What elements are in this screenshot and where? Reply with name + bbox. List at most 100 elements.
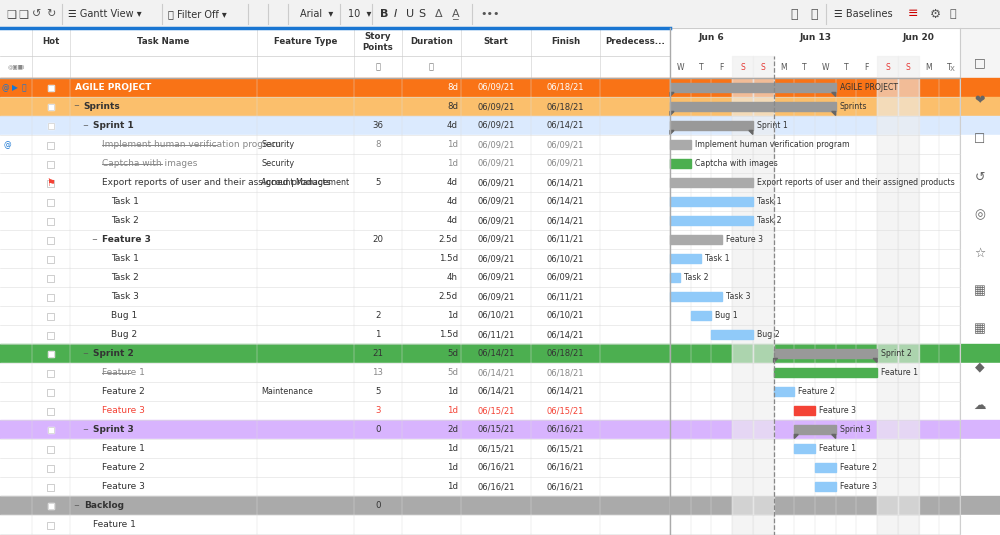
Text: •••: •••	[480, 9, 500, 19]
Text: Feature 2: Feature 2	[840, 463, 877, 472]
Text: AGILE PROJECT: AGILE PROJECT	[840, 83, 898, 92]
Text: Task 2: Task 2	[757, 216, 781, 225]
Bar	[0, 382, 670, 401]
Text: 06/09/21: 06/09/21	[477, 197, 514, 206]
Text: Start: Start	[483, 37, 508, 47]
Bar	[774, 368, 877, 377]
Polygon shape	[832, 93, 836, 96]
Text: 06/09/21: 06/09/21	[477, 273, 514, 282]
Bar	[0, 78, 670, 97]
Text: Security: Security	[261, 159, 294, 168]
Text: −: −	[92, 236, 98, 242]
Bar	[670, 230, 1000, 249]
Text: ⌕: ⌕	[810, 7, 818, 20]
Text: 36: 36	[372, 121, 383, 130]
Text: Task 2: Task 2	[111, 216, 138, 225]
Bar	[0, 135, 670, 154]
Text: Implement human verification program: Implement human verification program	[102, 140, 281, 149]
Bar	[0, 287, 670, 306]
Text: ▦: ▦	[974, 285, 986, 297]
Bar	[670, 325, 1000, 344]
Bar	[0, 477, 670, 496]
Bar	[774, 387, 794, 396]
Text: ↺: ↺	[32, 9, 41, 19]
Text: −: −	[83, 350, 89, 356]
Text: 06/14/21: 06/14/21	[547, 387, 584, 396]
Text: ≡: ≡	[908, 7, 918, 20]
Bar	[670, 477, 1000, 496]
Text: 4d: 4d	[447, 178, 458, 187]
Text: 06/15/21: 06/15/21	[477, 406, 514, 415]
Bar	[670, 534, 1000, 535]
Text: 1d: 1d	[447, 311, 458, 320]
Text: 8d: 8d	[447, 83, 458, 92]
Bar	[0, 97, 670, 116]
Bar	[670, 268, 1000, 287]
Text: Feature Type: Feature Type	[274, 37, 337, 47]
Text: 1d: 1d	[447, 463, 458, 472]
Polygon shape	[794, 434, 798, 439]
Bar	[794, 444, 815, 454]
Bar	[47, 256, 54, 263]
Text: ▦: ▦	[974, 323, 986, 335]
Bar	[0, 401, 670, 420]
Text: Arial  ▾: Arial ▾	[300, 9, 333, 19]
Text: ☆: ☆	[974, 247, 986, 259]
Bar	[0, 534, 670, 535]
Text: Task 3: Task 3	[111, 292, 139, 301]
Text: −: −	[74, 103, 80, 110]
Text: 8d: 8d	[447, 102, 458, 111]
Bar	[0, 249, 670, 268]
Text: F: F	[865, 63, 869, 72]
Bar	[0, 439, 670, 458]
Text: AGILE PROJECT: AGILE PROJECT	[75, 83, 151, 92]
Text: Export reports of user and their assigned products: Export reports of user and their assigne…	[102, 178, 330, 187]
Text: B: B	[380, 9, 388, 19]
Text: Sprint 3: Sprint 3	[93, 425, 133, 434]
Text: ⛷ Filter Off ▾: ⛷ Filter Off ▾	[168, 9, 227, 19]
Bar	[0, 154, 670, 173]
Text: ↻: ↻	[46, 9, 55, 19]
Text: 06/16/21: 06/16/21	[547, 482, 584, 491]
Bar	[0, 306, 670, 325]
Text: 06/18/21: 06/18/21	[547, 102, 584, 111]
Text: Jun 13: Jun 13	[799, 33, 831, 42]
Text: ❤: ❤	[975, 95, 985, 108]
Text: ⓘ: ⓘ	[375, 63, 380, 72]
Polygon shape	[670, 131, 674, 134]
Text: Story
Points: Story Points	[363, 32, 393, 52]
Bar	[48, 123, 54, 128]
Text: ◎: ◎	[975, 209, 985, 221]
Text: 06/16/21: 06/16/21	[547, 425, 584, 434]
Bar	[47, 180, 54, 187]
Bar	[47, 388, 54, 395]
Text: 06/18/21: 06/18/21	[547, 349, 584, 358]
Text: □: □	[974, 57, 986, 70]
Text: M: M	[781, 63, 787, 72]
Bar	[670, 401, 1000, 420]
Text: Δ: Δ	[435, 9, 443, 19]
Bar	[670, 102, 836, 111]
Text: 06/09/21: 06/09/21	[547, 159, 584, 168]
Bar	[0, 28, 1000, 78]
Bar	[670, 515, 1000, 534]
Text: Finish: Finish	[551, 37, 580, 47]
Text: Sprints: Sprints	[840, 102, 867, 111]
Text: ◆: ◆	[975, 361, 985, 373]
Text: Feature 2: Feature 2	[102, 387, 144, 396]
Polygon shape	[832, 434, 836, 439]
Text: 06/11/21: 06/11/21	[477, 330, 514, 339]
Bar	[47, 198, 54, 205]
Bar	[0, 344, 670, 363]
Text: 4d: 4d	[447, 197, 458, 206]
Bar	[47, 312, 54, 319]
Bar	[670, 382, 1000, 401]
Text: 06/09/21: 06/09/21	[477, 121, 514, 130]
Bar	[815, 482, 836, 492]
Text: ▶: ▶	[12, 83, 18, 92]
Text: 06/11/21: 06/11/21	[547, 235, 584, 244]
Bar	[670, 158, 691, 169]
Text: ☰ Gantt View ▾: ☰ Gantt View ▾	[68, 9, 142, 19]
Text: 06/14/21: 06/14/21	[477, 387, 514, 396]
Text: Task 1: Task 1	[111, 197, 139, 206]
